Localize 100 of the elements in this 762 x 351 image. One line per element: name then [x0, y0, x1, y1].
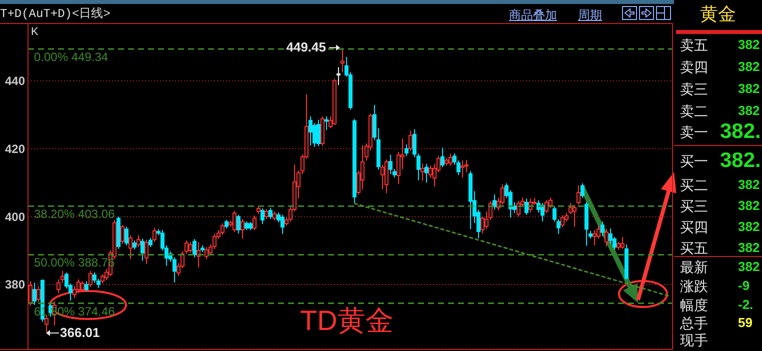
- text: 现手: [680, 332, 708, 349]
- candlestick: [580, 182, 584, 198]
- text: 最新: [680, 259, 708, 276]
- candlestick: [316, 119, 320, 147]
- text: 黄金: [699, 3, 737, 26]
- ref-line-label: 0.00% 449.34: [34, 50, 108, 64]
- candlestick: [516, 200, 520, 218]
- text: 卖二: [680, 103, 708, 120]
- ref-line-label: 38.20% 403.06: [34, 207, 116, 222]
- candlestick: [188, 242, 192, 254]
- candlestick: [84, 280, 88, 292]
- candlestick: [128, 234, 132, 260]
- text: 买二: [680, 177, 708, 194]
- text: 382: [738, 103, 760, 119]
- candlestick: [32, 282, 36, 306]
- text: -2.: [738, 297, 754, 313]
- candlestick: [308, 116, 312, 146]
- text: 总手: [680, 315, 708, 332]
- candlestick: [460, 160, 464, 178]
- candlestick: [384, 159, 388, 194]
- candlestick: [600, 221, 604, 237]
- chart-title: T+D(AuT+D)<日线>: [0, 6, 110, 22]
- candlestick: [324, 116, 328, 130]
- candlestick: [28, 280, 32, 306]
- candlestick: [492, 194, 496, 210]
- candlestick: [36, 286, 40, 303]
- candlestick: [260, 208, 264, 225]
- text: 卖三: [680, 81, 708, 98]
- candlestick: [148, 237, 152, 248]
- text: 买三: [680, 198, 708, 215]
- candlestick: [80, 280, 84, 292]
- candlestick: [576, 184, 580, 206]
- text: 周期: [578, 7, 602, 24]
- text: 382: [738, 198, 760, 214]
- text: 卖一: [680, 124, 708, 141]
- candlestick: [232, 210, 236, 232]
- candlestick: [428, 165, 432, 178]
- annotation: TD黄金: [300, 304, 394, 338]
- candlestick: [124, 226, 128, 246]
- text: 商品叠加: [509, 7, 557, 24]
- candlestick: [404, 144, 408, 157]
- candlestick: [572, 204, 576, 228]
- text: 涨跌: [680, 278, 708, 295]
- candlestick: [524, 198, 528, 216]
- candlestick: [252, 215, 256, 231]
- candlestick: [408, 130, 412, 152]
- candlestick: [120, 224, 124, 244]
- candlestick: [548, 197, 552, 209]
- text: 382: [738, 59, 760, 75]
- candlestick: [440, 147, 444, 168]
- candlestick: [620, 236, 624, 250]
- text: 382.: [720, 148, 761, 174]
- text: 卖四: [680, 59, 708, 76]
- text: 卖五: [680, 37, 708, 54]
- y-tick-label: 420: [4, 142, 26, 156]
- text: 59: [738, 315, 752, 331]
- candlestick: [212, 233, 216, 250]
- candlestick: [136, 234, 140, 248]
- candlestick: [132, 240, 136, 250]
- candlestick: [236, 214, 240, 234]
- text: 382.: [720, 119, 761, 145]
- candlestick: [340, 48, 344, 73]
- candlestick: [380, 164, 384, 190]
- candlestick: [272, 210, 276, 222]
- candlestick: [192, 238, 196, 258]
- candlestick: [544, 200, 548, 214]
- text: 382: [738, 81, 760, 97]
- candlestick: [560, 214, 564, 228]
- text: 买一: [680, 153, 708, 170]
- candlestick: [144, 239, 148, 265]
- text: 382: [738, 240, 760, 256]
- candlestick: [140, 238, 144, 262]
- candlestick: [196, 242, 200, 268]
- candlestick: [240, 218, 244, 240]
- text: 幅度: [680, 297, 708, 314]
- text: -9: [738, 278, 750, 294]
- y-tick-label: 380: [4, 278, 26, 292]
- candlestick: [220, 222, 224, 236]
- candlestick: [268, 208, 272, 220]
- candlestick: [604, 228, 608, 247]
- text: 382: [738, 177, 760, 193]
- candlestick: [280, 214, 284, 234]
- candlestick: [424, 163, 428, 184]
- y-tick-label: 440: [4, 74, 26, 88]
- candlestick: [420, 163, 424, 182]
- text: 382: [738, 37, 760, 53]
- candlestick: [88, 270, 92, 288]
- candlestick: [152, 227, 156, 243]
- chart-subtitle: K: [31, 26, 38, 38]
- y-tick-label: 400: [4, 210, 26, 224]
- annotation: 366.01: [60, 325, 100, 340]
- candlestick: [448, 153, 452, 166]
- candlestick: [264, 208, 268, 220]
- candlestick: [388, 154, 392, 175]
- text: 买四: [680, 219, 708, 236]
- candlestick: [592, 230, 596, 246]
- text: 382: [738, 259, 760, 275]
- text: 买五: [680, 240, 708, 257]
- candlestick: [204, 246, 208, 260]
- text: 382: [738, 219, 760, 235]
